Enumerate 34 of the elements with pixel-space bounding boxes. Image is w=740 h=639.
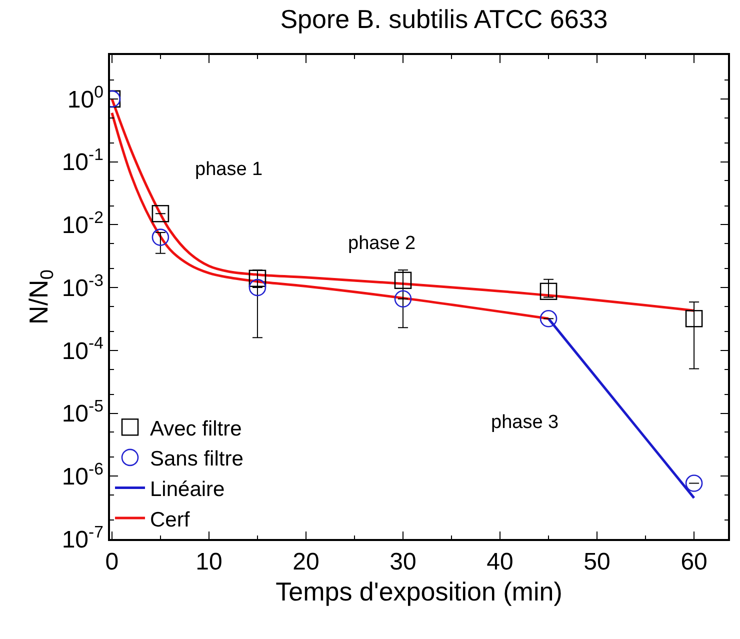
point [540, 310, 558, 328]
x-axis-title: Temps d'exposition (min) [276, 576, 562, 607]
x-tick-label: 10 [196, 548, 222, 576]
y-tick-label: 10$^{-2}$ [62, 208, 104, 240]
x-tick-label: 20 [292, 548, 320, 576]
legend-label: Avec filtre [150, 417, 242, 440]
point [540, 282, 558, 300]
point [248, 278, 266, 296]
y-tick-label: 10$^{-4}$ [62, 334, 104, 365]
x-tick-label: 30 [390, 548, 416, 576]
point [152, 228, 170, 246]
point [394, 290, 412, 308]
chart-title: Spore B. subtilis ATCC 6633 [280, 4, 608, 34]
annotation: phase 1 [195, 159, 263, 180]
point [248, 270, 266, 287]
x-tick-label: 0 [105, 548, 119, 576]
y-tick-label: 10$^{0}$ [67, 82, 104, 114]
y-tick-label: 10$^{-6}$ [62, 459, 104, 491]
y-tick-label: 10$^{-5}$ [62, 396, 104, 428]
point [152, 204, 170, 222]
point [394, 272, 412, 290]
y-tick-label: 10$^{-3}$ [62, 270, 104, 302]
x-tick-label: 60 [680, 548, 708, 576]
legend-label: Cerf [150, 508, 190, 532]
point [685, 474, 703, 492]
x-tick-label: 50 [584, 548, 610, 576]
legend-label: Sans filtre [150, 448, 244, 471]
y-tick-label: 10$^{-7}$ [62, 522, 104, 554]
annotation: phase 3 [491, 412, 559, 433]
legend-label: Linéaire [150, 478, 225, 501]
y-tick-label: 10$^{-1}$ [62, 145, 104, 176]
point [685, 310, 703, 328]
annotation: phase 2 [348, 233, 416, 254]
x-tick-label: 40 [486, 548, 514, 576]
